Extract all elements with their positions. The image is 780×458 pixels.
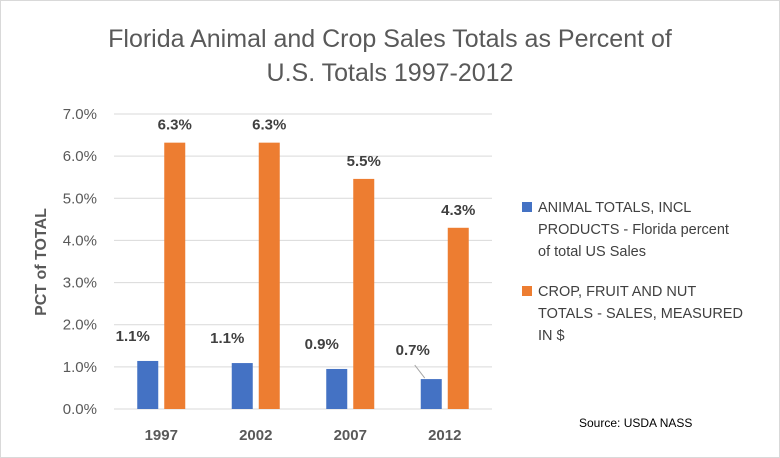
data-label: 0.9% [305,336,339,353]
y-tick-label: 7.0% [63,106,97,123]
y-tick-label: 3.0% [63,275,97,292]
data-label: 6.3% [252,117,286,134]
legend-entry-text: CROP, FRUIT AND NUT [538,284,696,300]
x-tick-label: 2002 [239,427,272,444]
y-tick-label: 2.0% [63,317,97,334]
chart-title: Florida Animal and Crop Sales Totals as … [108,25,672,53]
y-axis-label: PCT of TOTAL [33,208,50,316]
bar-crop-2002 [258,142,280,409]
data-label: 0.7% [396,342,430,359]
legend-swatch [522,286,532,296]
y-tick-label: 1.0% [63,359,97,376]
data-label-leader-line [414,364,426,379]
y-tick-label: 6.0% [63,148,97,165]
legend-entry-text: ANIMAL TOTALS, INCL [538,200,691,216]
bar-crop-2012 [447,227,469,409]
data-label: 6.3% [158,117,192,134]
legend-entry-text: TOTALS - SALES, MEASURED [538,306,743,322]
y-tick-label: 4.0% [63,232,97,249]
legend-entry-text: PRODUCTS - Florida percent [538,222,729,238]
x-tick-label: 2007 [334,427,367,444]
bar-crop-1997 [164,142,186,409]
data-label: 5.5% [347,153,381,170]
source-note: Source: USDA NASS [579,416,692,430]
data-label: 4.3% [441,202,475,219]
legend-entry-text: IN $ [538,328,565,344]
data-label: 1.1% [210,330,244,347]
y-tick-label: 5.0% [63,190,97,207]
bar-crop-2007 [353,178,375,409]
bar-animal-2007 [326,368,348,409]
x-tick-label: 2012 [428,427,461,444]
y-tick-label: 0.0% [63,401,97,418]
data-label: 1.1% [116,328,150,345]
bar-animal-2012 [420,379,442,409]
legend-entry-text: of total US Sales [538,244,646,260]
x-tick-label: 1997 [145,427,178,444]
bar-animal-1997 [137,360,159,409]
legend-swatch [522,202,532,212]
chart-title: U.S. Totals 1997-2012 [267,59,514,87]
bar-animal-2002 [231,363,253,409]
